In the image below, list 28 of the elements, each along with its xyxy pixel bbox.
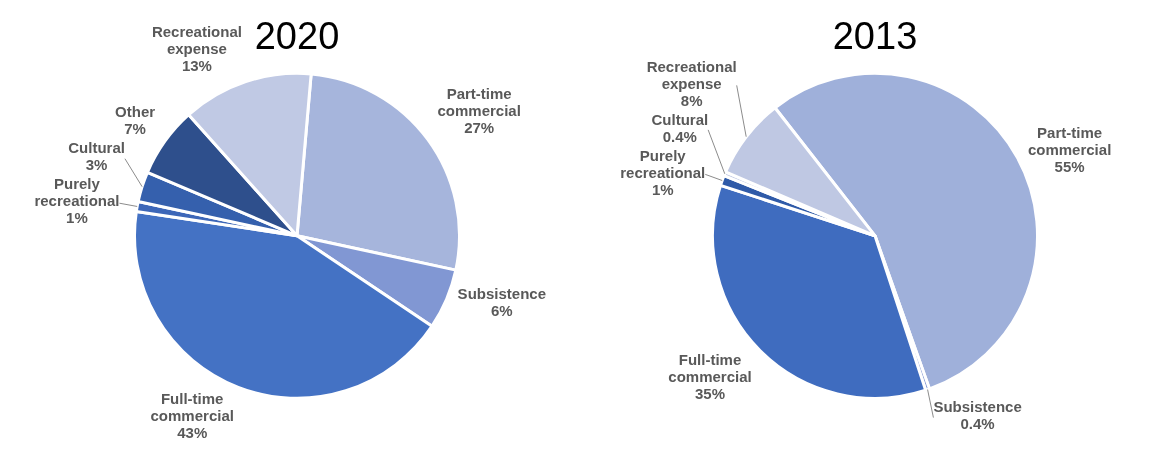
- slice-label: Part-time commercial: [1027, 123, 1112, 158]
- slice-label: Other: [115, 103, 156, 121]
- data-label: 8%: [680, 91, 703, 109]
- data-label: 43%: [177, 424, 208, 442]
- chart-title: 2013: [832, 15, 918, 58]
- data-label: 3%: [85, 156, 108, 174]
- data-label: 1%: [66, 209, 88, 227]
- slice-label: Full-time commercial: [668, 350, 752, 385]
- data-label: 13%: [181, 56, 212, 74]
- data-label: 7%: [124, 120, 146, 138]
- data-label: 1%: [651, 180, 674, 198]
- data-label: 35%: [694, 384, 726, 402]
- slice-label: Recreational expense: [151, 22, 242, 57]
- data-label: 0.4%: [960, 415, 995, 433]
- slice-label: Recreational expense: [646, 57, 737, 92]
- slice-label: Cultural: [68, 139, 125, 157]
- slice-label: Purely recreational: [34, 175, 120, 210]
- slice-label: Purely recreational: [620, 146, 706, 181]
- data-label: 55%: [1054, 157, 1085, 175]
- data-label: 0.4%: [662, 127, 697, 145]
- slice-label: Subsistence: [457, 284, 546, 302]
- slice-label: Part-time commercial: [437, 84, 521, 119]
- slice-label: Full-time commercial: [150, 390, 234, 425]
- slice-label: Subsistence: [933, 398, 1022, 416]
- chart-title: 2020: [254, 15, 340, 58]
- data-label: 27%: [464, 118, 495, 136]
- slice-label: Cultural: [651, 110, 709, 128]
- data-label: 6%: [490, 301, 513, 319]
